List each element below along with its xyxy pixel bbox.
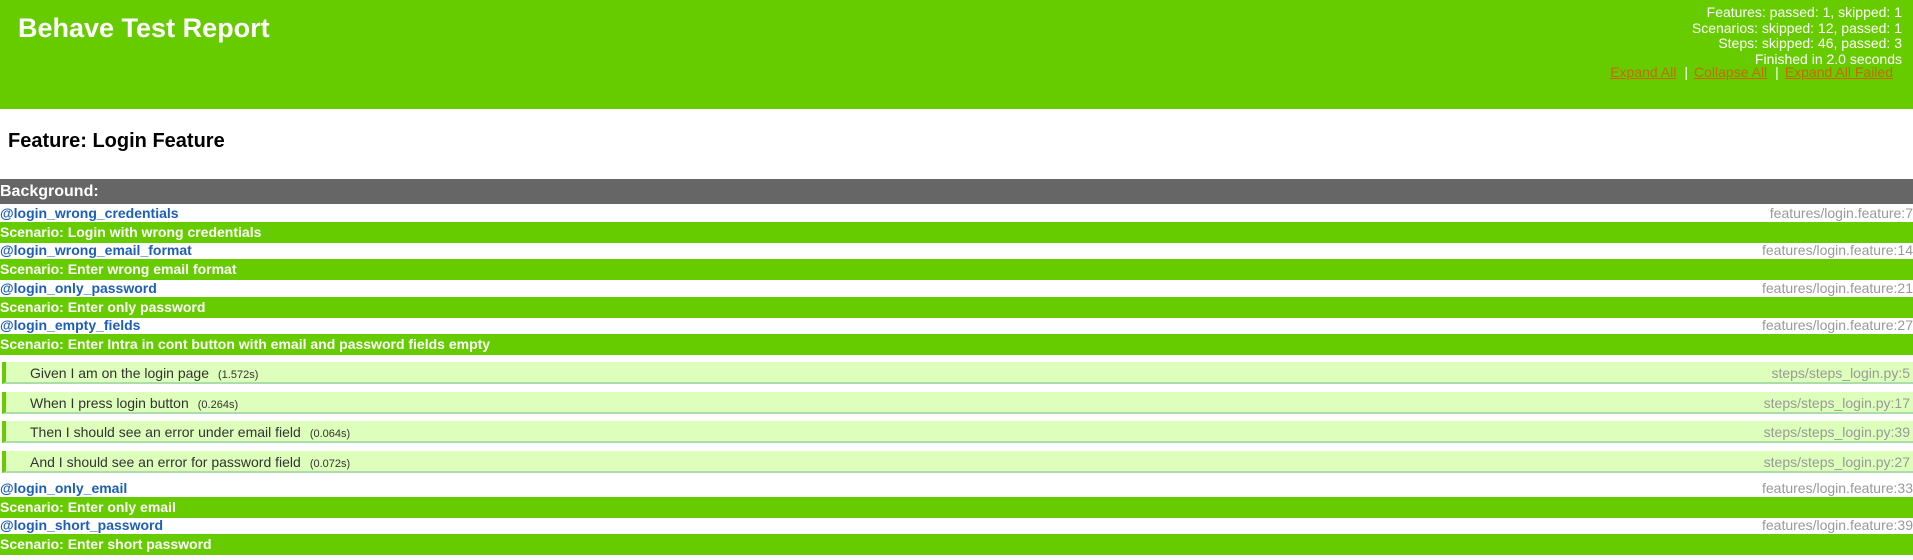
step-row: And I should see an error for password f…: [2, 451, 1913, 473]
steps-summary: Steps: skipped: 46, passed: 3: [1718, 35, 1902, 51]
step-label: When I press login button: [30, 395, 189, 411]
step-duration: (0.264s): [197, 399, 239, 411]
scenario-tag[interactable]: @login_empty_fields: [0, 317, 141, 333]
scenario-header[interactable]: Scenario: Enter wrong email format: [0, 259, 1913, 280]
expand-all-link[interactable]: Expand All: [1610, 64, 1677, 80]
scenario-location: features/login.feature:33: [1762, 480, 1913, 496]
report-title: Behave Test Report: [18, 13, 270, 43]
expand-collapse-links: Expand All | Collapse All | Expand All Faile…: [1610, 64, 1893, 80]
scenario-header[interactable]: Scenario: Enter only password: [0, 297, 1913, 318]
scenario-tag-row: @login_short_password features/login.fea…: [0, 518, 1913, 533]
expand-all-failed-link[interactable]: Expand All Failed: [1784, 64, 1893, 80]
scenario-header[interactable]: Scenario: Login with wrong credentials: [0, 222, 1913, 243]
scenario-header[interactable]: Scenario: Enter short password: [0, 534, 1913, 555]
step-text: Given I am on the login page (1.572s): [30, 362, 258, 386]
scenario-tag-row: @login_only_password features/login.feat…: [0, 281, 1913, 296]
step-duration: (0.064s): [309, 428, 351, 440]
collapse-all-link[interactable]: Collapse All: [1694, 64, 1768, 80]
scenario-location: features/login.feature:14: [1762, 242, 1913, 258]
report-header: Behave Test Report Features: passed: 1, …: [0, 0, 1913, 109]
step-label: Then I should see an error under email f…: [30, 424, 301, 440]
scenario-tag[interactable]: @login_only_password: [0, 280, 157, 296]
feature-title: Feature: Login Feature: [8, 130, 225, 152]
background-bar[interactable]: Background:: [0, 179, 1913, 204]
scenario-tag[interactable]: @login_wrong_email_format: [0, 242, 192, 258]
step-row: When I press login button (0.264s) steps/…: [2, 392, 1913, 414]
step-row: Then I should see an error under email f…: [2, 421, 1913, 443]
scenario-tag-row: @login_wrong_email_format features/login…: [0, 243, 1913, 258]
step-duration: (0.072s): [309, 458, 351, 470]
duration-summary: Finished in 2.0 seconds: [1754, 50, 1902, 67]
step-location: steps/steps_login.py:5: [1771, 365, 1910, 381]
scenario-location: features/login.feature:39: [1762, 517, 1913, 533]
scenario-tag[interactable]: @login_only_email: [0, 480, 128, 496]
scenario-tag[interactable]: @login_wrong_credentials: [0, 205, 179, 221]
step-label: Given I am on the login page: [30, 365, 210, 381]
summary-panel: Features: passed: 1, skipped: 1 Scenario…: [1691, 4, 1902, 67]
scenario-location: features/login.feature:7: [1769, 205, 1913, 221]
scenarios-summary: Scenarios: skipped: 12, passed: 1: [1691, 19, 1902, 36]
link-separator: |: [1684, 64, 1689, 80]
step-label: And I should see an error for password f…: [30, 454, 301, 470]
step-location: steps/steps_login.py:39: [1763, 424, 1910, 440]
scenario-tag[interactable]: @login_short_password: [0, 517, 164, 533]
step-location: steps/steps_login.py:17: [1763, 395, 1910, 411]
link-separator: |: [1775, 64, 1779, 80]
scenario-tag-row: @login_only_email features/login.feature…: [0, 481, 1913, 496]
step-text: Then I should see an error under email f…: [30, 421, 350, 445]
step-row: Given I am on the login page (1.572s) ste…: [2, 362, 1913, 384]
step-text: And I should see an error for password f…: [30, 451, 350, 475]
scenario-header[interactable]: Scenario: Enter only email: [0, 497, 1913, 518]
scenario-tag-row: @login_empty_fields features/login.featu…: [0, 318, 1913, 333]
scenario-location: features/login.feature:27: [1762, 317, 1913, 333]
scenario-tag-row: @login_wrong_credentials features/login.…: [0, 206, 1913, 221]
step-location: steps/steps_login.py:27: [1763, 454, 1910, 470]
step-duration: (1.572s): [218, 369, 259, 381]
features-summary: Features: passed: 1, skipped: 1: [1706, 4, 1902, 20]
scenario-header[interactable]: Scenario: Enter Intra in cont button wit…: [0, 334, 1913, 355]
step-text: When I press login button (0.264s): [30, 392, 238, 416]
scenario-location: features/login.feature:21: [1762, 280, 1913, 296]
